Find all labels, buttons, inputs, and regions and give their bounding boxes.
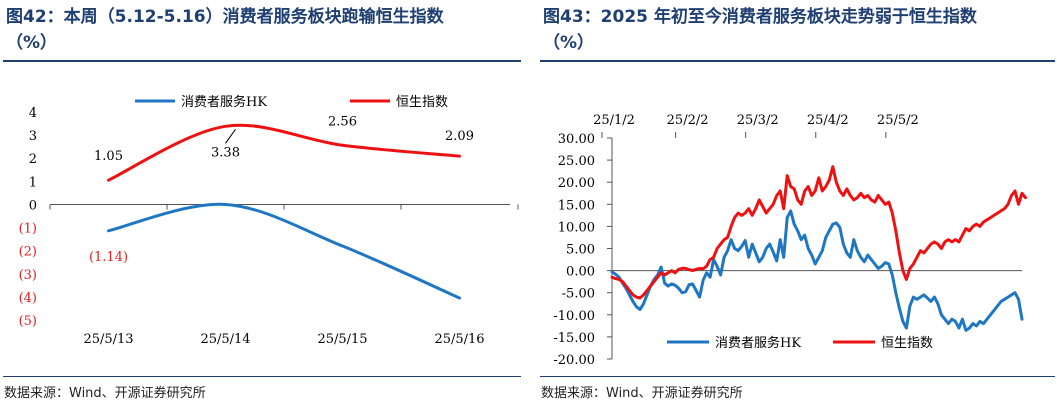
right-figure-panel: 图43：2025 年初至今消费者服务板块走势弱于恒生指数 （%） 30.00 25…: [537, 0, 1057, 410]
right-line-hsi: [610, 165, 1027, 300]
right-title-rule: [540, 60, 1055, 62]
left-y-tick-label: (5): [19, 314, 37, 329]
right-x-tick-label: 25/5/2: [877, 113, 919, 128]
right-x-tick-label: 25/2/2: [667, 113, 709, 128]
right-y-tick-label: -5.00: [562, 287, 595, 302]
left-figure-panel: 图42：本周（5.12-5.16）消费者服务板块跑输恒生指数 （%） 消费者服务…: [0, 0, 522, 410]
left-y-tick-label: (1): [19, 222, 37, 237]
right-source-rule: [540, 376, 1055, 377]
left-data-label: 2.09: [445, 129, 474, 144]
left-figure-title-unit: （%）: [6, 33, 58, 53]
right-y-tick-label: 30.00: [558, 132, 595, 147]
left-data-label-leader: [225, 129, 236, 144]
right-legend: 消费者服务HK 恒生指数: [667, 335, 933, 351]
left-y-tick-label: 0: [29, 198, 37, 213]
left-x-tick-label: 25/5/13: [83, 332, 133, 347]
right-y-tick-label: 0.00: [566, 265, 595, 280]
right-x-tick-label: 25/1/2: [593, 113, 635, 128]
right-x-tick-label: 25/3/2: [737, 113, 779, 128]
left-x-tick-label: 25/5/14: [200, 332, 250, 347]
right-y-tick-label: 5.00: [566, 243, 595, 258]
right-y-tick-label: 25.00: [558, 154, 595, 169]
left-source-note: 数据来源：Wind、开源证券研究所: [4, 386, 206, 401]
right-y-tick-label: 15.00: [558, 198, 595, 213]
left-data-label: 2.56: [328, 114, 357, 129]
left-y-tick-label: 4: [29, 106, 37, 121]
right-chart: 30.00 25.00 20.00 15.00 10.00 5.00 0.00 -5.00 -1…: [553, 113, 1027, 368]
right-figure-title-text: 图43：2025 年初至今消费者服务板块走势弱于恒生指数: [543, 7, 977, 27]
right-legend-consumer-label: 消费者服务HK: [715, 335, 801, 351]
left-y-tick-label: 3: [29, 129, 37, 144]
left-data-label: (1.14): [89, 250, 128, 265]
left-line-hsi: [107, 123, 461, 182]
left-figure-title: 图42：本周（5.12-5.16）消费者服务板块跑输恒生指数 （%）: [6, 4, 521, 56]
left-chart: 消费者服务HK 恒生指数 4 3 2 1 0 (1) (2) (3) (4) (5) 25/5/13 25…: [19, 94, 519, 347]
right-figure-title: 图43：2025 年初至今消费者服务板块走势弱于恒生指数 （%）: [543, 4, 1057, 56]
left-x-tick-label: 25/5/15: [317, 332, 367, 347]
left-y-tick-label: (2): [19, 245, 37, 260]
right-y-tick-label: 20.00: [558, 176, 595, 191]
right-x-tick-label: 25/4/2: [807, 113, 849, 128]
left-figure-title-text: 图42：本周（5.12-5.16）消费者服务板块跑输恒生指数: [6, 7, 444, 27]
right-y-tick-label: -20.00: [553, 353, 595, 368]
left-x-tick-label: 25/5/16: [434, 332, 484, 347]
left-legend-consumer-label: 消费者服务HK: [181, 94, 267, 110]
right-line-consumer: [610, 209, 1024, 332]
left-title-rule: [3, 60, 521, 62]
left-data-label: 1.05: [94, 149, 123, 164]
right-y-tick-label: -15.00: [553, 331, 595, 346]
left-legend-hsi-label: 恒生指数: [396, 95, 448, 110]
left-source-rule: [3, 376, 521, 377]
left-legend: 消费者服务HK 恒生指数: [135, 94, 448, 110]
left-y-tick-label: (3): [19, 268, 37, 283]
left-line-consumer: [107, 202, 461, 300]
left-y-tick-label: (4): [19, 291, 37, 306]
left-y-tick-label: 1: [29, 175, 37, 190]
right-y-tick-label: -10.00: [553, 309, 595, 324]
right-legend-hsi-label: 恒生指数: [881, 336, 933, 351]
left-y-tick-label: 2: [29, 152, 37, 167]
right-figure-title-unit: （%）: [543, 33, 595, 53]
right-source-note: 数据来源：Wind、开源证券研究所: [541, 386, 743, 401]
right-y-tick-label: 10.00: [558, 220, 595, 235]
left-data-label: 3.38: [211, 145, 240, 160]
